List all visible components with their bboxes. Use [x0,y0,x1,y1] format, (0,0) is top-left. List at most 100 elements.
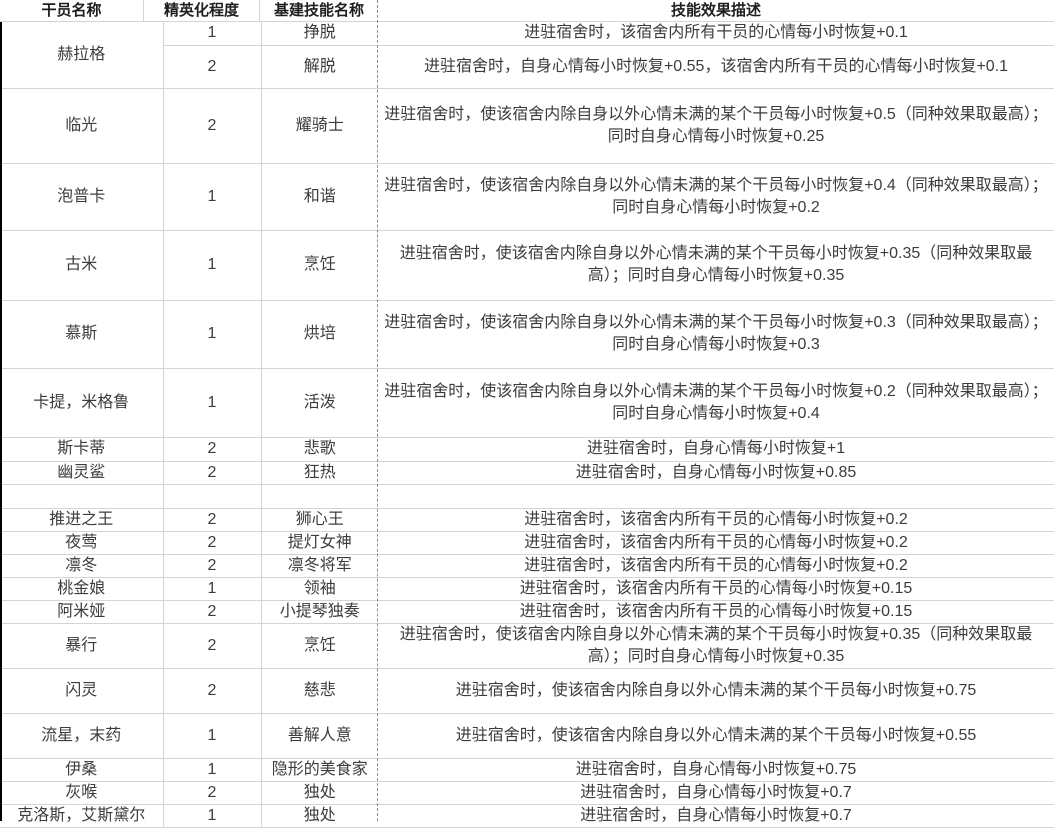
elite-level-cell[interactable]: 1 [163,804,262,828]
skill-desc-cell[interactable]: 进驻宿舍时，该宿舍内所有干员的心情每小时恢复+0.15 [378,577,1054,601]
skill-desc-cell[interactable]: 进驻宿舍时，该宿舍内所有干员的心情每小时恢复+0.2 [378,554,1054,578]
skill-desc-cell[interactable]: 进驻宿舍时，使该宿舍内除自身以外心情未满的某个干员每小时恢复+0.75 [378,668,1054,714]
skill-desc-cell[interactable]: 进驻宿舍时，该宿舍内所有干员的心情每小时恢复+0.2 [378,508,1054,532]
skill-desc-cell[interactable]: 进驻宿舍时，自身心情每小时恢复+0.75 [378,758,1054,782]
skill-desc-cell[interactable] [378,484,1054,509]
operator-name-cell[interactable] [0,484,164,509]
elite-level-cell[interactable]: 2 [163,623,262,669]
elite-level-cell[interactable]: 2 [163,554,262,578]
operator-name-cell[interactable]: 临光 [0,88,164,164]
operator-name-cell[interactable]: 流星，末药 [0,713,164,759]
skill-name-cell[interactable]: 提灯女神 [261,531,378,555]
operator-name-cell[interactable]: 桃金娘 [0,577,164,601]
operator-name-cell[interactable]: 泡普卡 [0,163,164,231]
skill-name-cell[interactable]: 善解人意 [261,713,378,759]
table-row: 泡普卡 1 和谐 进驻宿舍时，使该宿舍内除自身以外心情未满的某个干员每小时恢复+0.4… [0,163,1054,231]
skill-desc-cell[interactable]: 进驻宿舍时，该宿舍内所有干员的心情每小时恢复+0.1 [378,22,1054,46]
operator-name-cell[interactable]: 古米 [0,230,164,301]
elite-level-cell[interactable]: 1 [163,368,262,438]
elite-level-cell[interactable]: 1 [163,577,262,601]
operator-name-cell[interactable]: 闪灵 [0,668,164,714]
skill-desc-cell[interactable]: 进驻宿舍时，使该宿舍内除自身以外心情未满的某个干员每小时恢复+0.3（同种效果取… [378,300,1054,369]
table-row [0,484,1054,509]
skill-desc-cell[interactable]: 进驻宿舍时，该宿舍内所有干员的心情每小时恢复+0.15 [378,600,1054,624]
skill-name-cell[interactable]: 隐形的美食家 [261,758,378,782]
operator-name-cell[interactable]: 凛冬 [0,554,164,578]
skill-desc-cell[interactable]: 进驻宿舍时，使该宿舍内除自身以外心情未满的某个干员每小时恢复+0.35（同种效果… [378,623,1054,669]
skill-name-cell[interactable]: 悲歌 [261,437,378,462]
elite-level-cell[interactable]: 2 [163,45,262,89]
table-row: 流星，末药 1 善解人意 进驻宿舍时，使该宿舍内除自身以外心情未满的某个干员每小时恢复… [0,713,1054,759]
skill-desc-cell[interactable]: 进驻宿舍时，使该宿舍内除自身以外心情未满的某个干员每小时恢复+0.2（同种效果取… [378,368,1054,438]
table-row: 桃金娘 1 领袖 进驻宿舍时，该宿舍内所有干员的心情每小时恢复+0.15 [0,577,1054,601]
operator-name-cell[interactable]: 暴行 [0,623,164,669]
elite-level-cell[interactable]: 2 [163,88,262,164]
table-row: 推进之王 2 狮心王 进驻宿舍时，该宿舍内所有干员的心情每小时恢复+0.2 [0,508,1054,532]
skill-name-cell[interactable]: 凛冬将军 [261,554,378,578]
skill-name-cell[interactable]: 独处 [261,804,378,828]
skill-name-cell[interactable]: 耀骑士 [261,88,378,164]
skill-desc-cell[interactable]: 进驻宿舍时，使该宿舍内除自身以外心情未满的某个干员每小时恢复+0.5（同种效果取… [378,88,1054,164]
header-base-skill-name[interactable]: 基建技能名称 [273,2,364,19]
operator-name-cell[interactable]: 赫拉格 [0,22,164,89]
elite-level-cell[interactable]: 2 [163,437,262,462]
skill-name-cell[interactable] [261,484,378,509]
elite-level-cell[interactable] [163,484,262,509]
table-row: 斯卡蒂 2 悲歌 进驻宿舍时，自身心情每小时恢复+1 [0,437,1054,462]
skill-name-cell[interactable]: 活泼 [261,368,378,438]
elite-level-cell[interactable]: 2 [163,668,262,714]
skill-name-cell[interactable]: 独处 [261,781,378,805]
elite-level-cell[interactable]: 2 [163,508,262,532]
elite-level-cell[interactable]: 2 [163,531,262,555]
skill-desc-cell[interactable]: 进驻宿舍时，自身心情每小时恢复+0.7 [378,804,1054,828]
header-elite-level[interactable]: 精英化程度 [144,0,260,21]
skill-name-cell[interactable]: 解脱 [261,45,378,89]
elite-level-cell[interactable]: 1 [163,230,262,301]
operator-name-cell[interactable]: 伊桑 [0,758,164,782]
table-row: 灰喉 2 独处 进驻宿舍时，自身心情每小时恢复+0.7 [0,781,1054,805]
operator-name-cell[interactable]: 卡提，米格鲁 [0,368,164,438]
elite-level-cell[interactable]: 2 [163,600,262,624]
elite-level-cell[interactable]: 2 [163,781,262,805]
skill-name-cell[interactable]: 狂热 [261,461,378,485]
skill-name-cell[interactable]: 烹饪 [261,623,378,669]
elite-level-cell[interactable]: 1 [163,713,262,759]
table-row: 闪灵 2 慈悲 进驻宿舍时，使该宿舍内除自身以外心情未满的某个干员每小时恢复+0.75 [0,668,1054,714]
elite-level-cell[interactable]: 2 [163,461,262,485]
operator-name-cell[interactable]: 慕斯 [0,300,164,369]
table-row: 克洛斯，艾斯黛尔 1 独处 进驻宿舍时，自身心情每小时恢复+0.7 [0,804,1054,828]
skill-name-cell[interactable]: 烘培 [261,300,378,369]
table-row: 卡提，米格鲁 1 活泼 进驻宿舍时，使该宿舍内除自身以外心情未满的某个干员每小时恢复+… [0,368,1054,438]
header-skill-effect-desc[interactable]: 技能效果描述 [670,2,761,19]
skill-desc-cell[interactable]: 进驻宿舍时，使该宿舍内除自身以外心情未满的某个干员每小时恢复+0.55 [378,713,1054,759]
header-operator-name[interactable]: 干员名称 [0,0,144,21]
operator-name-cell[interactable]: 阿米娅 [0,600,164,624]
table-row: 慕斯 1 烘培 进驻宿舍时，使该宿舍内除自身以外心情未满的某个干员每小时恢复+0.3（… [0,300,1054,369]
operator-name-cell[interactable]: 克洛斯，艾斯黛尔 [0,804,164,828]
table-row: 暴行 2 烹饪 进驻宿舍时，使该宿舍内除自身以外心情未满的某个干员每小时恢复+0.35… [0,623,1054,669]
skill-desc-cell[interactable]: 进驻宿舍时，使该宿舍内除自身以外心情未满的某个干员每小时恢复+0.4（同种效果取… [378,163,1054,231]
skill-name-cell[interactable]: 小提琴独奏 [261,600,378,624]
operator-name-cell[interactable]: 灰喉 [0,781,164,805]
operator-name-cell[interactable]: 夜莺 [0,531,164,555]
skill-desc-cell[interactable]: 进驻宿舍时，自身心情每小时恢复+0.55，该宿舍内所有干员的心情每小时恢复+0.… [378,45,1054,89]
skill-desc-cell[interactable]: 进驻宿舍时，自身心情每小时恢复+0.85 [378,461,1054,485]
elite-level-cell[interactable]: 1 [163,758,262,782]
skill-name-cell[interactable]: 和谐 [261,163,378,231]
skill-name-cell[interactable]: 挣脱 [261,22,378,46]
operator-name-cell[interactable]: 推进之王 [0,508,164,532]
elite-level-cell[interactable]: 1 [163,163,262,231]
skill-name-cell[interactable]: 烹饪 [261,230,378,301]
skill-desc-cell[interactable]: 进驻宿舍时，自身心情每小时恢复+0.7 [378,781,1054,805]
skill-name-cell[interactable]: 慈悲 [261,668,378,714]
skill-desc-cell[interactable]: 进驻宿舍时，该宿舍内所有干员的心情每小时恢复+0.2 [378,531,1054,555]
sheet-left-border [0,22,2,821]
elite-level-cell[interactable]: 1 [163,22,262,46]
skill-desc-cell[interactable]: 进驻宿舍时，使该宿舍内除自身以外心情未满的某个干员每小时恢复+0.35（同种效果… [378,230,1054,301]
operator-name-cell[interactable]: 斯卡蒂 [0,437,164,462]
skill-name-cell[interactable]: 狮心王 [261,508,378,532]
skill-name-cell[interactable]: 领袖 [261,577,378,601]
skill-desc-cell[interactable]: 进驻宿舍时，自身心情每小时恢复+1 [378,437,1054,462]
elite-level-cell[interactable]: 1 [163,300,262,369]
operator-name-cell[interactable]: 幽灵鲨 [0,461,164,485]
